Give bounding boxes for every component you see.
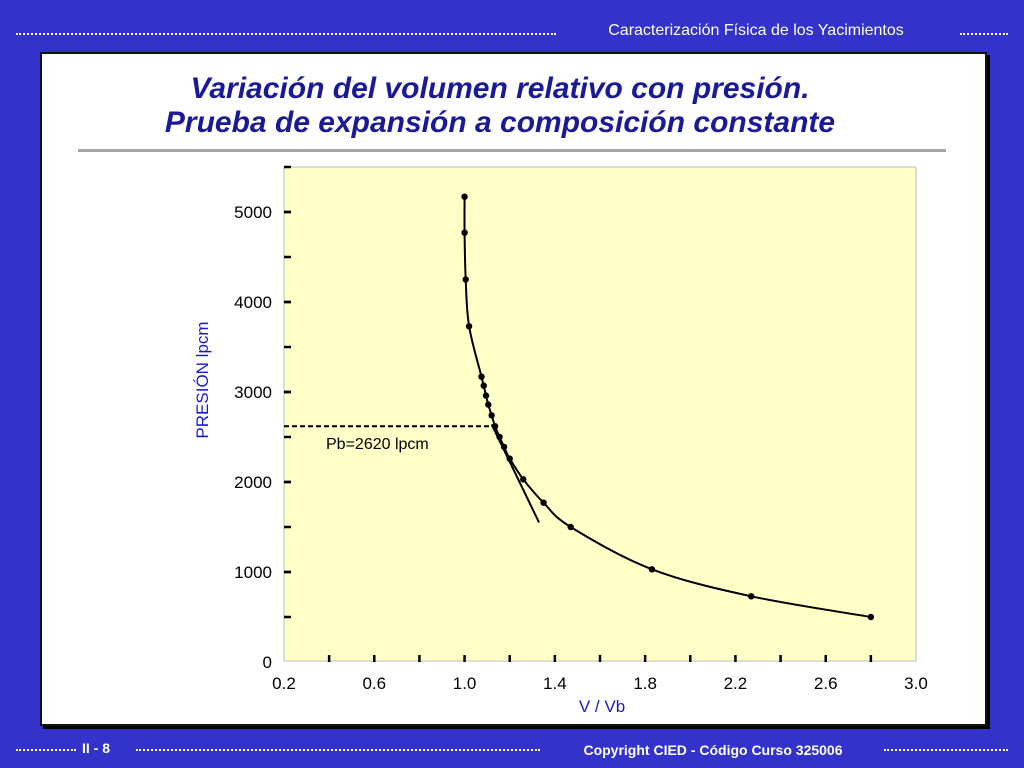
page-number: II - 8 xyxy=(82,740,111,756)
series-curve xyxy=(463,196,872,618)
y-tick-label: 1000 xyxy=(234,563,272,582)
data-point xyxy=(506,455,513,462)
y-tick-label: 2000 xyxy=(234,473,272,492)
data-point xyxy=(462,276,469,283)
data-point xyxy=(648,566,656,573)
header-rule-right xyxy=(960,33,1008,35)
header-rule-left xyxy=(16,33,556,35)
data-point xyxy=(461,193,468,200)
footer-rule-left xyxy=(16,749,76,751)
title-divider xyxy=(78,149,946,152)
x-tick-label: 0.2 xyxy=(272,674,296,693)
data-point xyxy=(867,613,875,621)
data-point xyxy=(491,423,499,430)
y-tick-label: 4000 xyxy=(234,293,272,312)
slide-title: Variación del volumen relativo con presi… xyxy=(60,72,940,140)
x-tick-label: 1.0 xyxy=(453,674,477,693)
plot-area xyxy=(283,166,917,662)
x-tick-label: 3.0 xyxy=(904,674,928,693)
course-title: Caracterización Física de los Yacimiento… xyxy=(608,22,904,39)
copyright-text: Copyright CIED - Código Curso 325006 xyxy=(583,742,843,758)
data-point xyxy=(480,382,487,389)
footer-rule-mid xyxy=(136,749,540,751)
tangent-line xyxy=(490,423,540,523)
x-tick-label: 2.2 xyxy=(724,674,748,693)
y-tick-label: 5000 xyxy=(234,203,272,222)
bubble-point-label: Pb=2620 lpcm xyxy=(326,436,429,453)
data-point xyxy=(478,373,485,380)
data-point xyxy=(461,229,468,236)
data-point xyxy=(488,412,495,419)
data-point xyxy=(520,476,527,483)
x-tick-label: 1.4 xyxy=(543,674,567,693)
y-axis-label: PRESIÓN lpcm xyxy=(193,321,212,438)
data-point xyxy=(748,593,755,600)
data-point xyxy=(482,392,490,399)
data-point xyxy=(500,443,508,451)
data-point xyxy=(485,401,492,408)
slide-title-line1: Variación del volumen relativo con presi… xyxy=(190,72,810,105)
data-point xyxy=(465,323,473,330)
x-tick-label: 2.6 xyxy=(814,674,838,693)
x-axis-label: V / Vb xyxy=(579,697,625,716)
y-tick-label: 0 xyxy=(263,653,272,672)
footer-rule-right xyxy=(884,749,1008,751)
data-point xyxy=(540,499,547,506)
y-tick-label: 3000 xyxy=(234,383,272,402)
x-tick-label: 0.6 xyxy=(362,674,386,693)
data-point xyxy=(496,433,503,441)
slide-title-line2: Prueba de expansión a composición consta… xyxy=(164,106,836,139)
data-point xyxy=(567,523,574,531)
x-tick-label: 1.8 xyxy=(633,674,657,693)
